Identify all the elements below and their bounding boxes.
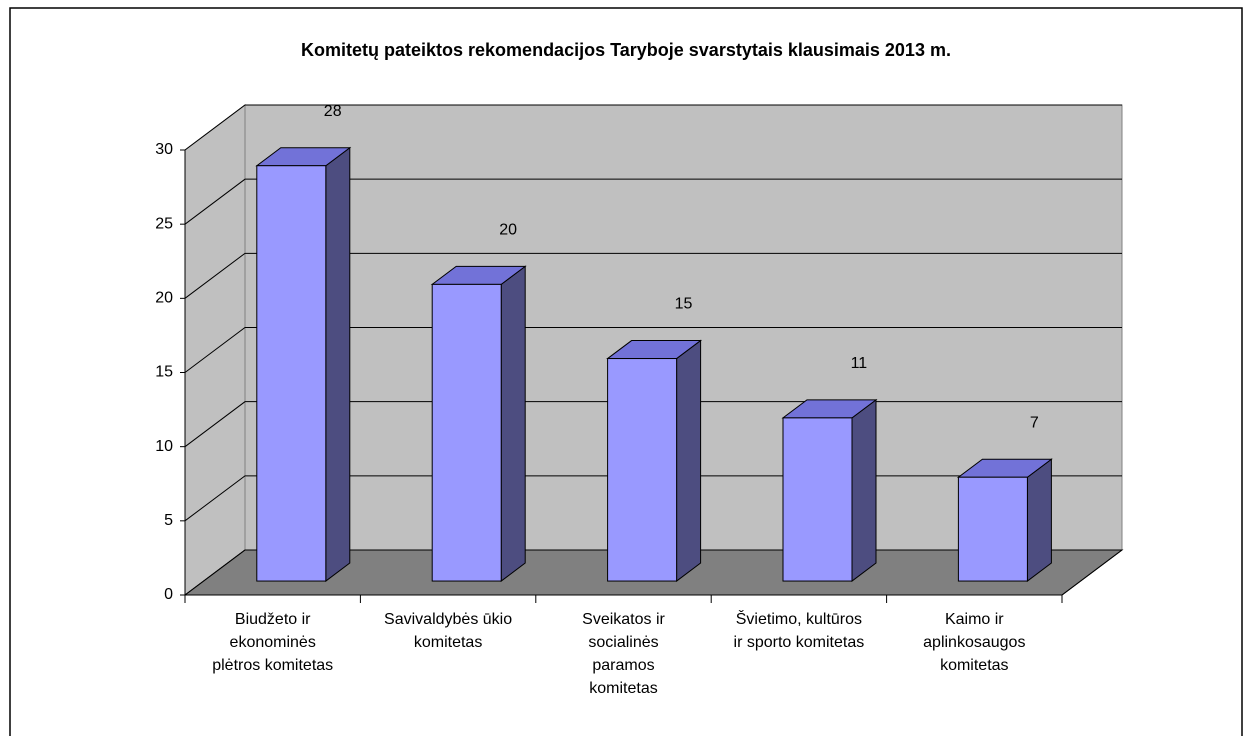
x-tick-label: Sveikatos ir socialinės paramos komiteta…: [582, 611, 665, 697]
bar-side: [500, 265, 526, 583]
x-tick-label: Biudžeto ir ekonominės plėtros komitetas: [212, 611, 334, 674]
value-label: 20: [499, 222, 517, 239]
bar-side: [325, 146, 351, 583]
bar-side: [676, 339, 702, 583]
bar-side: [1026, 458, 1052, 583]
y-tick-label: 20: [155, 290, 173, 307]
bar-side: [851, 398, 877, 583]
y-tick-label: 25: [155, 215, 173, 232]
x-tick-label: Kaimo ir aplinkosaugos komitetas: [923, 611, 1026, 674]
grid-line: [184, 104, 1122, 151]
bar: [431, 283, 502, 582]
bar: [957, 476, 1028, 582]
value-label: 28: [324, 103, 342, 120]
bar: [607, 358, 678, 582]
value-label: 11: [851, 355, 868, 372]
bar: [782, 417, 853, 582]
y-tick-label: 10: [155, 438, 173, 455]
x-tick-label: Švietimo, kultūros ir sporto komitetas: [733, 611, 865, 651]
floor-edge: [1061, 549, 1123, 596]
y-tick-label: 15: [155, 364, 173, 381]
value-label: 15: [675, 296, 693, 313]
x-tick-label: Savivaldybės ūkio komitetas: [384, 611, 513, 651]
value-label: 7: [1030, 414, 1039, 431]
y-tick-label: 0: [164, 586, 173, 603]
grid-line: [184, 327, 1122, 373]
grid-line: [184, 252, 1122, 299]
y-tick-label: 5: [164, 512, 173, 529]
chart-title: Komitetų pateiktos rekomendacijos Tarybo…: [301, 40, 951, 60]
grid-line: [184, 178, 1122, 225]
y-tick-label: 30: [155, 141, 173, 158]
bar: [256, 165, 327, 582]
